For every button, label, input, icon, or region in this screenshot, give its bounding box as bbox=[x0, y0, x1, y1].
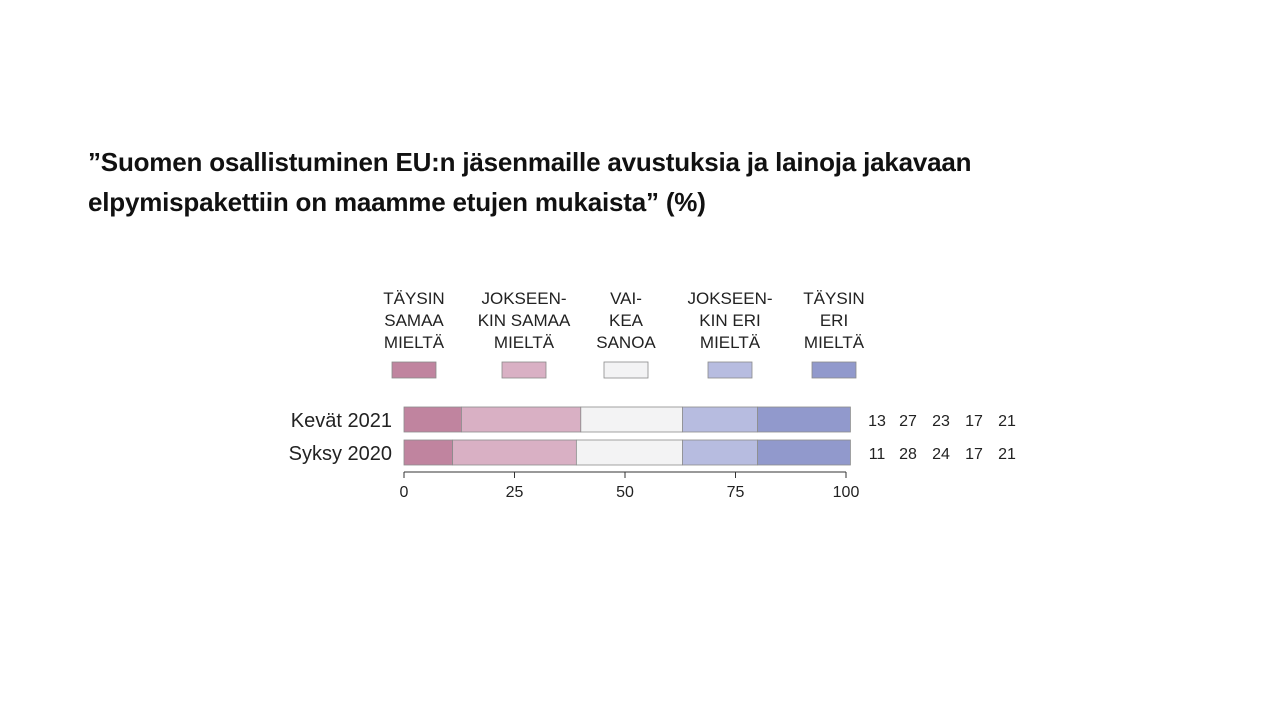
bar-segment bbox=[682, 406, 759, 433]
x-tick-label: 25 bbox=[506, 484, 524, 501]
x-tick-label: 75 bbox=[727, 484, 745, 501]
legend-label-line: VAI- bbox=[610, 289, 642, 308]
bar-segment bbox=[403, 406, 462, 433]
legend-swatch bbox=[391, 361, 437, 379]
legend-label-line: JOKSEEN- bbox=[687, 289, 772, 308]
bar-segment bbox=[682, 439, 759, 466]
value-label: 13 bbox=[868, 413, 886, 430]
value-label: 21 bbox=[998, 446, 1016, 463]
legend-label-line: MIELTÄ bbox=[384, 333, 445, 352]
category-label: Kevät 2021 bbox=[291, 410, 392, 432]
value-label: 17 bbox=[965, 413, 983, 430]
value-label: 24 bbox=[932, 446, 950, 463]
x-tick-label: 50 bbox=[616, 484, 634, 501]
category-label: Syksy 2020 bbox=[289, 443, 392, 465]
legend-swatch bbox=[811, 361, 857, 379]
value-label: 23 bbox=[932, 413, 950, 430]
legend-label-line: MIELTÄ bbox=[700, 333, 761, 352]
legend-label-line: KIN ERI bbox=[699, 311, 760, 330]
legend-label-line: MIELTÄ bbox=[804, 333, 865, 352]
legend-swatch bbox=[603, 361, 649, 379]
legend-swatch bbox=[707, 361, 753, 379]
chart-title: ”Suomen osallistuminen EU:n jäsenmaille … bbox=[88, 142, 1208, 222]
bar-segment bbox=[757, 439, 851, 466]
bar-segment bbox=[580, 406, 683, 433]
value-label: 28 bbox=[899, 446, 917, 463]
x-tick-label: 100 bbox=[833, 484, 860, 501]
legend-label-line: ERI bbox=[820, 311, 848, 330]
bar-segment bbox=[575, 439, 683, 466]
bar-segment bbox=[403, 439, 454, 466]
chart-title-line-1: ”Suomen osallistuminen EU:n jäsenmaille … bbox=[88, 147, 972, 177]
legend-label-line: MIELTÄ bbox=[494, 333, 555, 352]
legend-label-line: TÄYSIN bbox=[803, 289, 864, 308]
legend-label-line: SAMAA bbox=[384, 311, 444, 330]
value-label: 11 bbox=[869, 446, 886, 463]
bar-segment bbox=[452, 439, 577, 466]
legend-label-line: KIN SAMAA bbox=[478, 311, 571, 330]
value-label: 17 bbox=[965, 446, 983, 463]
value-label: 21 bbox=[998, 413, 1016, 430]
legend-label-line: TÄYSIN bbox=[383, 289, 444, 308]
x-tick-label: 0 bbox=[400, 484, 409, 501]
bar-segment bbox=[757, 406, 851, 433]
legend-label-line: SANOA bbox=[596, 333, 656, 352]
value-label: 27 bbox=[899, 413, 917, 430]
legend-label-line: JOKSEEN- bbox=[481, 289, 566, 308]
legend-label-line: KEA bbox=[609, 311, 644, 330]
chart-title-line-2: elpymispakettiin on maamme etujen mukais… bbox=[88, 187, 706, 217]
legend-swatch bbox=[501, 361, 547, 379]
bar-segment bbox=[461, 406, 582, 433]
